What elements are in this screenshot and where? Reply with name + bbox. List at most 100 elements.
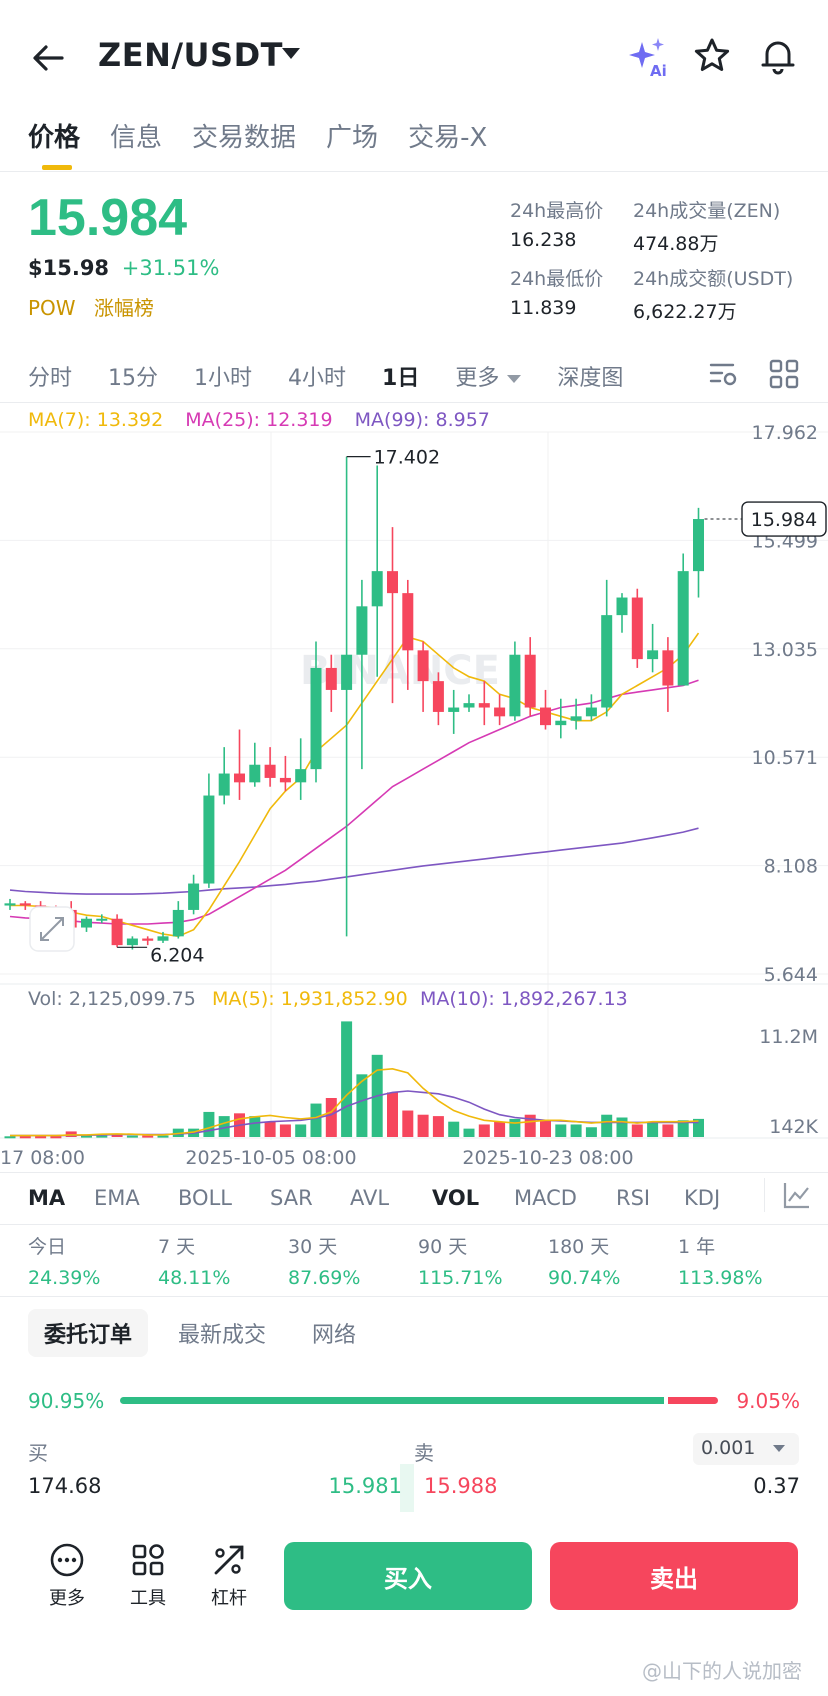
bell-icon[interactable] — [758, 36, 798, 76]
kline-chart[interactable]: BINANCE 17.96215.49913.03510.5718.1085.6… — [0, 402, 828, 1172]
candle-body — [81, 918, 92, 928]
candle-body — [188, 883, 200, 910]
ma-lines — [9, 632, 700, 938]
candle-body — [295, 769, 307, 783]
volume-bar — [35, 1136, 47, 1139]
stat-high-value: 16.238 — [510, 229, 577, 251]
candle-body — [264, 764, 276, 778]
date-label-2: 2025-10-23 08:00 — [462, 1147, 633, 1169]
tools-button[interactable]: 工具 — [113, 1542, 183, 1610]
price-step-select[interactable]: 0.001 — [693, 1433, 799, 1465]
perf-30d: 30 天 87.69% — [288, 1232, 418, 1289]
chart-grid — [0, 431, 828, 1140]
volume-bar — [555, 1124, 567, 1137]
vol-ma5-value: MA(5): 1,931,852.90 — [212, 988, 408, 1010]
tab-price[interactable]: 价格 — [28, 117, 80, 170]
tab-latest-trades[interactable]: 最新成交 — [178, 1323, 267, 1348]
tag-pow[interactable]: POW — [28, 296, 76, 320]
tag-gainers[interactable]: 涨幅榜 — [93, 296, 154, 320]
last-price: 15.984 — [28, 189, 188, 247]
perf-90d: 90 天 115.71% — [418, 1232, 548, 1289]
star-icon[interactable] — [692, 36, 732, 76]
candle-body — [463, 703, 475, 708]
interval-4h[interactable]: 4小时 — [288, 366, 347, 391]
interval-divider — [0, 402, 828, 403]
indicator-sar[interactable]: SAR — [270, 1186, 313, 1210]
indicator-settings-icon[interactable] — [782, 1180, 812, 1210]
perf-today: 今日 24.39% — [28, 1232, 158, 1289]
sell-ratio: 9.05% — [736, 1389, 800, 1413]
indicator-vol[interactable]: VOL — [432, 1186, 480, 1210]
interval-more-label: 更多 — [455, 366, 500, 391]
volume-bar — [677, 1120, 689, 1137]
bid-price[interactable]: 15.981 — [328, 1474, 402, 1498]
stat-amount: 24h成交额(USDT) 6,622.27万 — [633, 264, 793, 324]
indicator-ma[interactable]: MA — [28, 1186, 66, 1210]
pair-title[interactable]: ZEN/USDT — [98, 36, 283, 74]
depth-chart-tab[interactable]: 深度图 — [557, 366, 624, 391]
volume-bar — [4, 1136, 16, 1139]
candle-body — [19, 903, 31, 906]
candle-body — [172, 909, 184, 937]
tab-square[interactable]: 广场 — [326, 122, 379, 153]
candle-body — [524, 654, 536, 708]
header: ZEN/USDT Ai — [0, 0, 828, 112]
candles — [4, 456, 704, 950]
bid-quantity[interactable]: 174.68 — [28, 1474, 102, 1498]
candle-body — [540, 707, 551, 726]
tab-trade-x[interactable]: 交易-X — [408, 122, 488, 153]
perf-label: 90 天 — [418, 1236, 468, 1258]
indicator-kdj[interactable]: KDJ — [684, 1186, 721, 1210]
vol-axis-max: 11.2M — [759, 1026, 818, 1048]
price-step-value: 0.001 — [701, 1437, 756, 1459]
chart-settings-icon[interactable] — [708, 358, 740, 390]
ma-legend: MA(7): 13.392 MA(25): 12.319 MA(99): 8.9… — [28, 409, 506, 431]
interval-timeline[interactable]: 分时 — [28, 366, 73, 391]
price-axis-label: 10.571 — [752, 747, 818, 769]
watermark-text: @山下的人说加密 — [642, 1659, 802, 1683]
more-button[interactable]: 更多 — [32, 1542, 102, 1610]
tab-info[interactable]: 信息 — [110, 122, 163, 153]
interval-15m[interactable]: 15分 — [108, 366, 159, 391]
vol-axis-min: 142K — [769, 1116, 818, 1138]
leverage-button[interactable]: 杠杆 — [194, 1542, 264, 1610]
stat-amount-value: 6,622.27万 — [633, 301, 737, 323]
tab-trading-data[interactable]: 交易数据 — [192, 122, 297, 153]
vol-value: Vol: 2,125,099.75 — [28, 988, 196, 1010]
volume-bar — [432, 1116, 444, 1137]
vol-ma5-line — [10, 1067, 699, 1137]
perf-7d: 7 天 48.11% — [158, 1232, 288, 1289]
tabs-divider — [0, 171, 828, 172]
indicator-avl[interactable]: AVL — [350, 1186, 390, 1210]
tools-label: 工具 — [130, 1588, 166, 1609]
back-arrow-icon[interactable] — [28, 38, 68, 78]
indicator-ema[interactable]: EMA — [94, 1186, 140, 1210]
ask-quantity[interactable]: 0.37 — [753, 1474, 800, 1498]
candle-body — [478, 703, 490, 708]
volume-bar — [157, 1135, 169, 1138]
high-annotation-label: 17.402 — [374, 447, 440, 469]
ai-sparkle-icon[interactable]: Ai — [624, 36, 672, 80]
usd-price: $15.98 — [28, 256, 110, 280]
layout-grid-icon[interactable] — [768, 358, 800, 390]
indicator-boll[interactable]: BOLL — [178, 1186, 232, 1210]
candle-body — [249, 764, 261, 783]
buy-button[interactable]: 买入 — [284, 1542, 532, 1610]
tab-order-book[interactable]: 委托订单 — [28, 1309, 149, 1357]
indicator-rsi[interactable]: RSI — [616, 1186, 651, 1210]
stat-low: 24h最低价 11.839 — [510, 264, 603, 319]
volume-bar — [356, 1074, 368, 1137]
low-annotation-label: 6.204 — [150, 944, 204, 966]
interval-1d[interactable]: 1日 — [382, 366, 420, 391]
interval-more[interactable]: 更多 — [455, 360, 522, 392]
sell-button[interactable]: 卖出 — [550, 1542, 798, 1610]
interval-1h[interactable]: 1小时 — [194, 366, 253, 391]
candle-body — [157, 936, 169, 941]
candle-body — [142, 938, 154, 941]
volume-bar — [631, 1124, 643, 1137]
ask-price[interactable]: 15.988 — [424, 1474, 498, 1498]
tab-network[interactable]: 网络 — [312, 1323, 357, 1348]
current-price-tag — [741, 501, 827, 537]
pair-dropdown-caret-icon[interactable] — [282, 48, 300, 59]
indicator-macd[interactable]: MACD — [514, 1186, 577, 1210]
